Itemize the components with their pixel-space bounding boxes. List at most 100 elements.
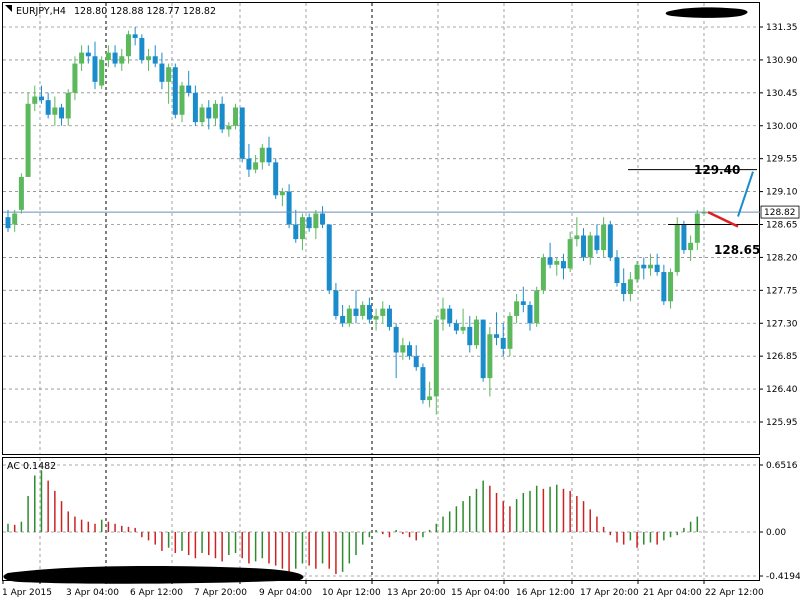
candle[interactable] bbox=[380, 301, 386, 324]
candle[interactable] bbox=[574, 217, 580, 247]
candle[interactable] bbox=[253, 155, 259, 174]
candle[interactable] bbox=[400, 337, 406, 360]
candle[interactable] bbox=[233, 103, 239, 130]
candles-layer[interactable] bbox=[5, 27, 707, 415]
candle[interactable] bbox=[99, 56, 105, 90]
candle[interactable] bbox=[560, 253, 566, 280]
candle[interactable] bbox=[587, 231, 593, 265]
candle[interactable] bbox=[661, 264, 667, 305]
candle[interactable] bbox=[45, 92, 51, 119]
candle[interactable] bbox=[353, 290, 359, 324]
candle[interactable] bbox=[313, 209, 319, 240]
candle[interactable] bbox=[407, 341, 413, 360]
candle[interactable] bbox=[273, 158, 279, 199]
candle[interactable] bbox=[534, 286, 540, 327]
candle[interactable] bbox=[139, 34, 145, 64]
candle[interactable] bbox=[554, 257, 560, 276]
candle[interactable] bbox=[467, 315, 473, 353]
candle[interactable] bbox=[607, 220, 613, 262]
candle[interactable] bbox=[413, 345, 419, 371]
candle[interactable] bbox=[333, 283, 339, 320]
candle[interactable] bbox=[172, 63, 178, 119]
candle[interactable] bbox=[179, 81, 185, 123]
candle[interactable] bbox=[507, 312, 513, 357]
candle[interactable] bbox=[32, 85, 38, 112]
candle[interactable] bbox=[500, 323, 506, 357]
candle[interactable] bbox=[259, 144, 265, 170]
candle[interactable] bbox=[346, 304, 352, 327]
candle[interactable] bbox=[440, 297, 446, 331]
candle[interactable] bbox=[326, 224, 332, 294]
candle[interactable] bbox=[340, 304, 346, 327]
candle[interactable] bbox=[293, 209, 299, 243]
candle[interactable] bbox=[206, 100, 212, 130]
candle[interactable] bbox=[453, 319, 459, 335]
candle[interactable] bbox=[279, 187, 285, 207]
candle[interactable] bbox=[72, 56, 78, 101]
candle[interactable] bbox=[105, 45, 111, 68]
candle[interactable] bbox=[152, 45, 158, 68]
candle[interactable] bbox=[674, 217, 680, 276]
candle[interactable] bbox=[540, 253, 546, 294]
candle[interactable] bbox=[547, 242, 553, 269]
candle[interactable] bbox=[320, 206, 326, 229]
candle[interactable] bbox=[427, 381, 433, 408]
candle[interactable] bbox=[12, 209, 18, 232]
candle[interactable] bbox=[246, 144, 252, 177]
candle[interactable] bbox=[621, 268, 627, 302]
candle[interactable] bbox=[514, 293, 520, 324]
candle[interactable] bbox=[654, 253, 660, 276]
candle[interactable] bbox=[192, 85, 198, 126]
candle[interactable] bbox=[360, 301, 366, 320]
candle[interactable] bbox=[59, 103, 65, 126]
candle[interactable] bbox=[299, 213, 305, 251]
candle[interactable] bbox=[112, 45, 118, 68]
candle[interactable] bbox=[219, 96, 225, 134]
candle[interactable] bbox=[366, 297, 372, 324]
candle[interactable] bbox=[239, 107, 245, 163]
candle[interactable] bbox=[627, 272, 633, 302]
candle[interactable] bbox=[65, 89, 71, 126]
candle[interactable] bbox=[447, 304, 453, 327]
candle[interactable] bbox=[480, 319, 486, 382]
candle[interactable] bbox=[694, 209, 700, 251]
candle[interactable] bbox=[594, 224, 600, 254]
candle[interactable] bbox=[18, 173, 24, 214]
candle[interactable] bbox=[119, 48, 125, 71]
candle[interactable] bbox=[668, 268, 674, 309]
candle[interactable] bbox=[647, 253, 653, 276]
candle[interactable] bbox=[581, 228, 587, 262]
candle[interactable] bbox=[567, 231, 573, 273]
candle[interactable] bbox=[460, 308, 466, 335]
candle[interactable] bbox=[634, 261, 640, 284]
candle[interactable] bbox=[641, 257, 647, 280]
candle[interactable] bbox=[601, 217, 607, 258]
candle[interactable] bbox=[146, 48, 152, 71]
candle[interactable] bbox=[306, 213, 312, 232]
candle[interactable] bbox=[266, 136, 272, 166]
candle[interactable] bbox=[688, 235, 694, 262]
candle[interactable] bbox=[681, 220, 687, 254]
candle[interactable] bbox=[85, 45, 91, 64]
candle[interactable] bbox=[132, 27, 138, 46]
candle[interactable] bbox=[125, 30, 131, 64]
candle[interactable] bbox=[25, 92, 31, 177]
candle[interactable] bbox=[212, 100, 218, 126]
candle[interactable] bbox=[386, 304, 392, 331]
candle[interactable] bbox=[527, 301, 533, 331]
candle[interactable] bbox=[614, 250, 620, 287]
candle[interactable] bbox=[494, 312, 500, 346]
candle[interactable] bbox=[166, 63, 172, 104]
candle[interactable] bbox=[92, 41, 98, 90]
candle[interactable] bbox=[520, 286, 526, 313]
candle[interactable] bbox=[159, 52, 165, 90]
candle[interactable] bbox=[473, 315, 479, 349]
candle[interactable] bbox=[286, 184, 292, 229]
candle[interactable] bbox=[373, 308, 379, 331]
candle[interactable] bbox=[199, 103, 205, 126]
candle[interactable] bbox=[52, 96, 58, 126]
candle[interactable] bbox=[79, 45, 85, 71]
candle[interactable] bbox=[5, 209, 11, 232]
candle[interactable] bbox=[186, 70, 192, 97]
